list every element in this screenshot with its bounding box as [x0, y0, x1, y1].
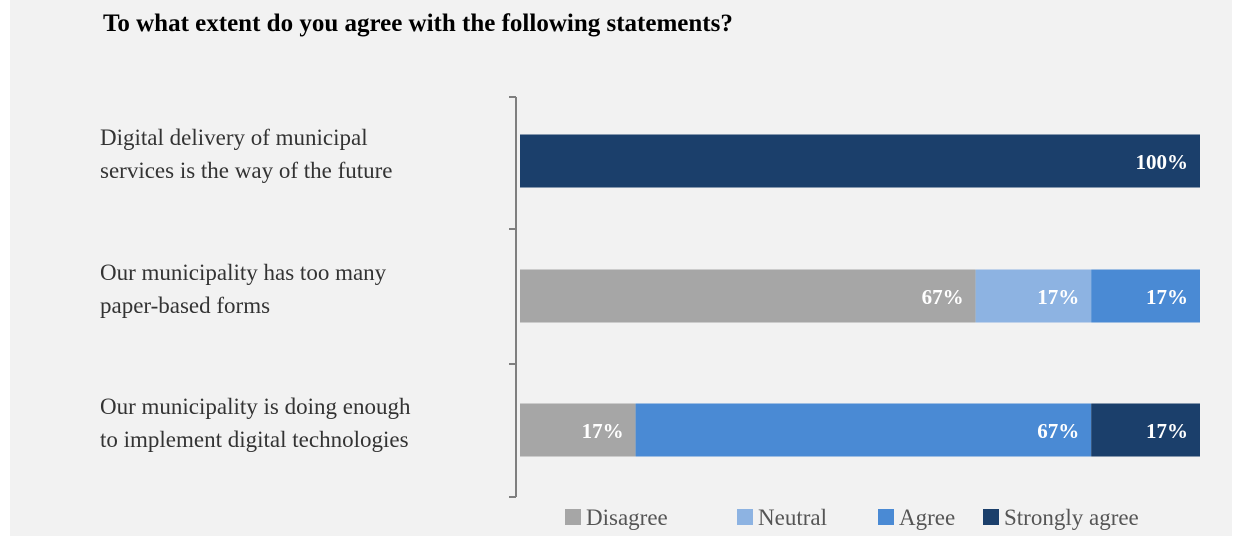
legend-label: Agree [899, 505, 955, 530]
bar-disagree [520, 269, 976, 323]
category-label: services is the way of the future [100, 158, 393, 183]
legend-label: Strongly agree [1004, 505, 1139, 530]
bar-agree [635, 403, 1092, 457]
legend-swatch-strongly-agree [983, 509, 999, 525]
data-label: 17% [1146, 419, 1188, 443]
data-label: 67% [922, 285, 964, 309]
bar-strongly-agree [520, 134, 1200, 188]
legend-swatch-neutral [737, 509, 753, 525]
data-label: 100% [1136, 150, 1189, 174]
category-label: to implement digital technologies [100, 427, 409, 452]
chart-title: To what extent do you agree with the fol… [103, 10, 733, 37]
category-label: Our municipality has too many [100, 260, 387, 285]
legend-swatch-agree [878, 509, 894, 525]
category-label: paper-based forms [100, 293, 270, 318]
category-label: Our municipality is doing enough [100, 394, 411, 419]
bar-disagree [520, 403, 636, 457]
bar-strongly-agree [1091, 403, 1200, 457]
data-label: 17% [582, 419, 624, 443]
category-label: Digital delivery of municipal [100, 125, 368, 150]
chart-panel: To what extent do you agree with the fol… [10, 0, 1232, 536]
bar-neutral [975, 269, 1092, 323]
data-label: 17% [1146, 285, 1188, 309]
stacked-bar-chart: Digital delivery of municipal services is… [100, 96, 1200, 530]
bar-agree [1091, 269, 1200, 323]
legend-swatch-disagree [565, 509, 581, 525]
data-label: 17% [1037, 285, 1079, 309]
data-label: 67% [1037, 419, 1079, 443]
legend-label: Neutral [758, 505, 827, 530]
legend-label: Disagree [586, 505, 668, 530]
